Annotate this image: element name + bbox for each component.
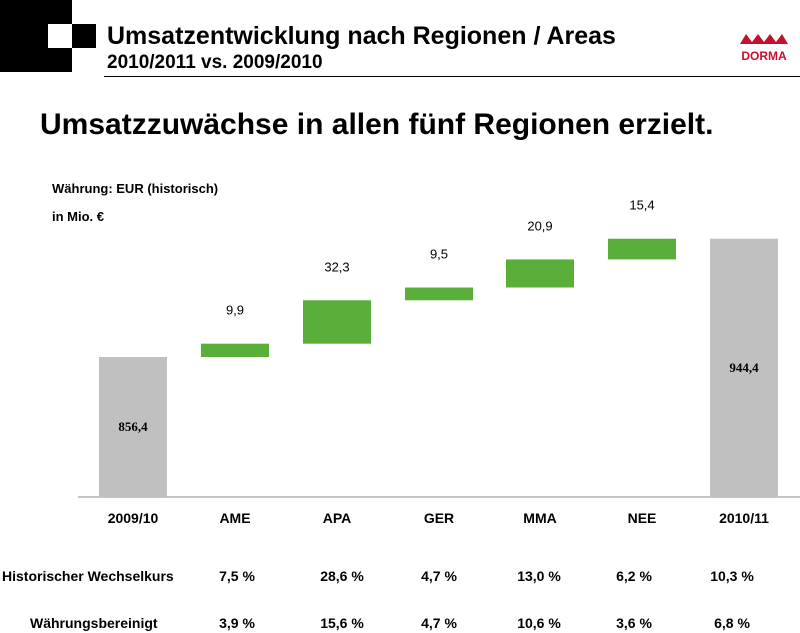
headline: Umsatzzuwächse in allen fünf Regionen er… (40, 108, 714, 141)
bar-end (710, 238, 778, 497)
table-cell: 10,3 % (710, 568, 754, 584)
x-tick-label: GER (424, 510, 454, 526)
table-row-label: Historischer Wechselkurs (2, 568, 174, 584)
table-row-label: Währungsbereinigt (30, 615, 158, 631)
x-tick-label: NEE (628, 510, 657, 526)
bar-mma (506, 259, 574, 288)
table-cell: 7,5 % (219, 568, 255, 584)
x-tick-label: AME (219, 510, 250, 526)
brand-text: DORMA (741, 49, 787, 63)
bar-ger (405, 287, 473, 301)
data-label-mma: 20,9 (527, 218, 552, 233)
currency-note: Währung: EUR (historisch) (52, 181, 219, 196)
data-label-start: 856,4 (118, 419, 148, 434)
table-cell: 13,0 % (517, 568, 561, 584)
x-tick-label: MMA (523, 510, 556, 526)
brand-mark-icon (740, 34, 788, 44)
table-cell: 6,8 % (714, 615, 750, 631)
bar-nee (608, 238, 676, 260)
bar-ame (201, 343, 269, 357)
x-tick-label: 2009/10 (108, 510, 159, 526)
table-cell: 3,9 % (219, 615, 255, 631)
table-cell: 4,7 % (421, 568, 457, 584)
bar-apa (303, 300, 371, 344)
table-cell: 3,6 % (616, 615, 652, 631)
brand-logo: DORMA (740, 34, 788, 63)
table-cell: 6,2 % (616, 568, 652, 584)
data-label-apa: 32,3 (324, 259, 349, 274)
table-cell: 10,6 % (517, 615, 561, 631)
table-cell: 28,6 % (320, 568, 364, 584)
header-divider (104, 76, 800, 77)
x-tick-label: 2010/11 (719, 510, 769, 526)
data-label-nee: 15,4 (629, 198, 654, 213)
data-label-ger: 9,5 (430, 247, 448, 262)
page-title: Umsatzentwicklung nach Regionen / Areas (107, 22, 616, 50)
data-label-end: 944,4 (729, 360, 759, 375)
page-subtitle: 2010/2011 vs. 2009/2010 (107, 52, 323, 73)
data-label-ame: 9,9 (226, 303, 244, 318)
unit-note: in Mio. € (52, 209, 104, 224)
bar-start (99, 357, 167, 497)
corner-squares-logo (0, 0, 96, 72)
table-cell: 4,7 % (421, 615, 457, 631)
x-tick-label: APA (323, 510, 352, 526)
table-cell: 15,6 % (320, 615, 364, 631)
